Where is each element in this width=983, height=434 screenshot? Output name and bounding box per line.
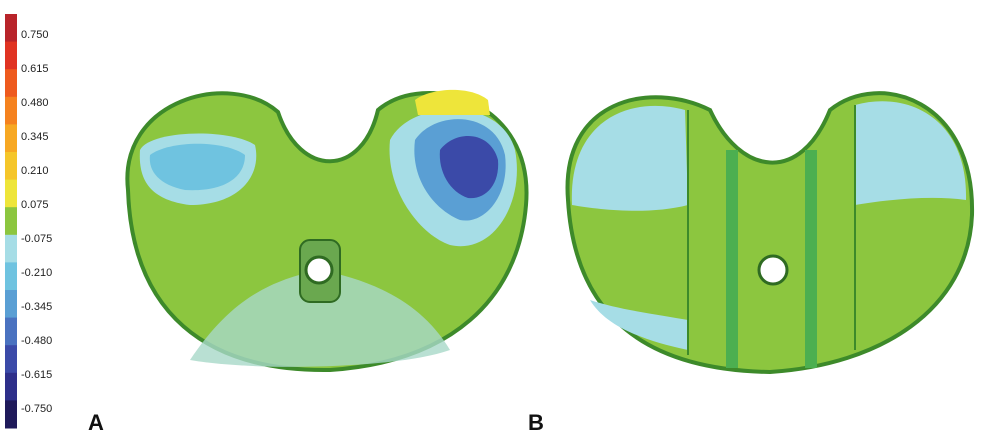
color-segment [5,180,17,208]
rail [726,150,738,368]
deviation-region [855,101,966,205]
scale-label: 0.615 [21,63,49,75]
scale-label: -0.345 [21,301,52,313]
panel-label: A [88,410,104,434]
scale-label: 0.345 [21,131,49,143]
color-segment [5,290,17,318]
scale-label: 0.750 [21,29,49,41]
scale-label: -0.075 [21,233,52,245]
hole [306,257,332,283]
rail [805,150,817,368]
scale-label: -0.615 [21,369,52,381]
color-segment [5,235,17,263]
panel-label: B [528,410,544,434]
color-segment [5,207,17,235]
scale-label: 0.075 [21,199,49,211]
color-segment [5,14,17,42]
figure: 0.750 0.615 0.480 0.345 0.210 0.075 -0.075 -0.2… [0,0,983,434]
scale-label: 0.210 [21,165,49,177]
tibial-insert-a [127,90,526,370]
scale-label: -0.750 [21,403,52,415]
page: 0.750 0.615 0.480 0.345 0.210 0.075 -0.075 -0.2… [0,0,983,434]
scale-label: -0.210 [21,267,52,279]
color-segment [5,152,17,180]
color-segment [5,400,17,428]
color-segment [5,262,17,290]
color-segment [5,42,17,70]
color-scale: 0.750 0.615 0.480 0.345 0.210 0.075 -0.075 -0.2… [5,14,52,429]
color-segment [5,345,17,373]
scale-label: 0.480 [21,97,49,109]
tibial-insert-b [568,93,973,372]
color-segment [5,373,17,401]
color-segment [5,97,17,125]
scale-label: -0.480 [21,335,52,347]
color-segment [5,124,17,152]
hole [759,256,787,284]
color-segment [5,69,17,97]
color-segment [5,318,17,346]
